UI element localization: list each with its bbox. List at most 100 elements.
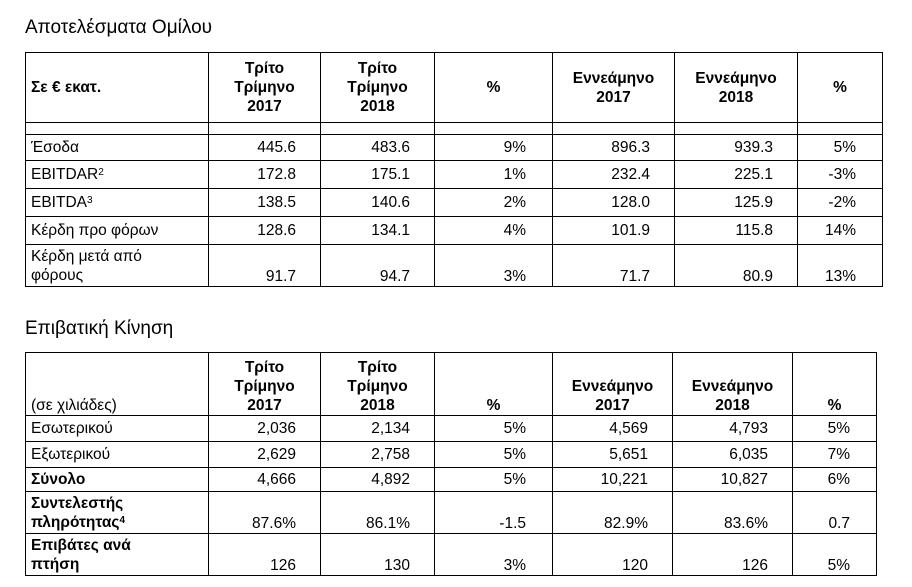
cell: 86.1% — [320, 491, 435, 534]
cell: 172.8 — [208, 160, 321, 189]
header-units: (σε χιλιάδες) — [25, 352, 209, 416]
cell: 3% — [434, 533, 553, 576]
cell: 120 — [552, 533, 673, 576]
cell: 134.1 — [320, 216, 435, 245]
cell: 91.7 — [208, 244, 321, 287]
cell: 2,758 — [320, 441, 435, 468]
cell: 5% — [434, 441, 553, 468]
table-row: Κέρδη μετά από φόρους 91.7 94.7 3% 71.7 8… — [25, 244, 883, 287]
cell: 128.0 — [552, 188, 675, 217]
cell: -2% — [797, 188, 883, 217]
header-9m-2017: Εννεάμηνο 2017 — [552, 52, 675, 123]
row-label: Συντελεστής πληρότητας4 — [25, 491, 209, 534]
table-row: EBITDA3 138.5 140.6 2% 128.0 125.9 -2% — [25, 188, 883, 217]
cell: 445.6 — [208, 134, 321, 161]
header-pct-9m: % — [797, 52, 883, 123]
header-q3-2018: Τρίτο Τρίμηνο 2018 — [320, 352, 435, 416]
header-q3-2017: Τρίτο Τρίμηνο 2017 — [208, 52, 321, 123]
cell: 4,892 — [320, 467, 435, 492]
table-header-row: (σε χιλιάδες) Τρίτο Τρίμηνο 2017 Τρίτο Τρίμ… — [25, 352, 877, 416]
cell: 5% — [792, 415, 877, 442]
cell: 3% — [434, 244, 553, 287]
header-pct-q3: % — [434, 352, 553, 416]
table-row: Σύνολο 4,666 4,892 5% 10,221 10,827 6% — [25, 467, 877, 492]
cell: 4,793 — [672, 415, 793, 442]
cell: 128.6 — [208, 216, 321, 245]
row-label: Κέρδη προ φόρων — [25, 216, 209, 245]
cell: 6% — [792, 467, 877, 492]
cell: 126 — [672, 533, 793, 576]
cell: 896.3 — [552, 134, 675, 161]
passenger-traffic-table: (σε χιλιάδες) Τρίτο Τρίμηνο 2017 Τρίτο Τρίμ… — [25, 352, 877, 576]
header-q3-2018: Τρίτο Τρίμηνο 2018 — [320, 52, 435, 123]
cell: 1% — [434, 160, 553, 189]
results-title: Αποτελέσματα Ομίλου — [25, 17, 213, 38]
group-results-table: Σε € εκατ. Τρίτο Τρίμηνο 2017 Τρίτο Τρίμηνο… — [25, 52, 883, 287]
cell: 130 — [320, 533, 435, 576]
header-q3-2017: Τρίτο Τρίμηνο 2017 — [208, 352, 321, 416]
cell: 0.7 — [792, 491, 877, 534]
cell: 483.6 — [320, 134, 435, 161]
cell: 5,651 — [552, 441, 673, 468]
cell: 5% — [792, 533, 877, 576]
row-label: Κέρδη μετά από φόρους — [25, 244, 209, 287]
header-9m-2018: Εννεάμηνο 2018 — [674, 52, 798, 123]
cell: 10,827 — [672, 467, 793, 492]
table-row: Έσοδα 445.6 483.6 9% 896.3 939.3 5% — [25, 134, 883, 161]
table-row: Συντελεστής πληρότητας4 87.6% 86.1% -1.5 … — [25, 491, 877, 534]
cell: 83.6% — [672, 491, 793, 534]
header-units: Σε € εκατ. — [25, 52, 209, 123]
cell: -1.5 — [434, 491, 553, 534]
cell: 4,666 — [208, 467, 321, 492]
row-label: Εσωτερικού — [25, 415, 209, 442]
cell: 2% — [434, 188, 553, 217]
cell: 5% — [797, 134, 883, 161]
cell: 939.3 — [674, 134, 798, 161]
cell: 2,134 — [320, 415, 435, 442]
cell: 2,036 — [208, 415, 321, 442]
header-9m-2017: Εννεάμηνο 2017 — [552, 352, 673, 416]
row-label: EBITDA3 — [25, 188, 209, 217]
cell: 7% — [792, 441, 877, 468]
header-pct-q3: % — [434, 52, 553, 123]
header-9m-2018: Εννεάμηνο 2018 — [672, 352, 793, 416]
cell: 115.8 — [674, 216, 798, 245]
header-pct-9m: % — [792, 352, 877, 416]
cell: 232.4 — [552, 160, 675, 189]
cell: -3% — [797, 160, 883, 189]
cell: 10,221 — [552, 467, 673, 492]
cell: 14% — [797, 216, 883, 245]
traffic-title: Επιβατική Κίνηση — [25, 318, 174, 339]
cell: 5% — [434, 415, 553, 442]
cell: 5% — [434, 467, 553, 492]
cell: 138.5 — [208, 188, 321, 217]
row-label: Εξωτερικού — [25, 441, 209, 468]
cell: 126 — [208, 533, 321, 576]
cell: 82.9% — [552, 491, 673, 534]
cell: 9% — [434, 134, 553, 161]
table-row: EBITDAR2 172.8 175.1 1% 232.4 225.1 -3% — [25, 160, 883, 189]
cell: 4,569 — [552, 415, 673, 442]
row-label: EBITDAR2 — [25, 160, 209, 189]
cell: 140.6 — [320, 188, 435, 217]
row-label: Σύνολο — [25, 467, 209, 492]
cell: 80.9 — [674, 244, 798, 287]
cell: 175.1 — [320, 160, 435, 189]
spacer-row — [25, 122, 883, 135]
cell: 6,035 — [672, 441, 793, 468]
table-row: Εσωτερικού 2,036 2,134 5% 4,569 4,793 5% — [25, 415, 877, 442]
cell: 71.7 — [552, 244, 675, 287]
cell: 13% — [797, 244, 883, 287]
cell: 225.1 — [674, 160, 798, 189]
cell: 4% — [434, 216, 553, 245]
cell: 94.7 — [320, 244, 435, 287]
cell: 87.6% — [208, 491, 321, 534]
table-row: Εξωτερικού 2,629 2,758 5% 5,651 6,035 7% — [25, 441, 877, 468]
table-row: Επιβάτες ανά πτήση 126 130 3% 120 126 5% — [25, 533, 877, 576]
cell: 101.9 — [552, 216, 675, 245]
table-row: Κέρδη προ φόρων 128.6 134.1 4% 101.9 115… — [25, 216, 883, 245]
row-label: Έσοδα — [25, 134, 209, 161]
row-label: Επιβάτες ανά πτήση — [25, 533, 209, 576]
table-header-row: Σε € εκατ. Τρίτο Τρίμηνο 2017 Τρίτο Τρίμηνο… — [25, 52, 883, 123]
cell: 125.9 — [674, 188, 798, 217]
